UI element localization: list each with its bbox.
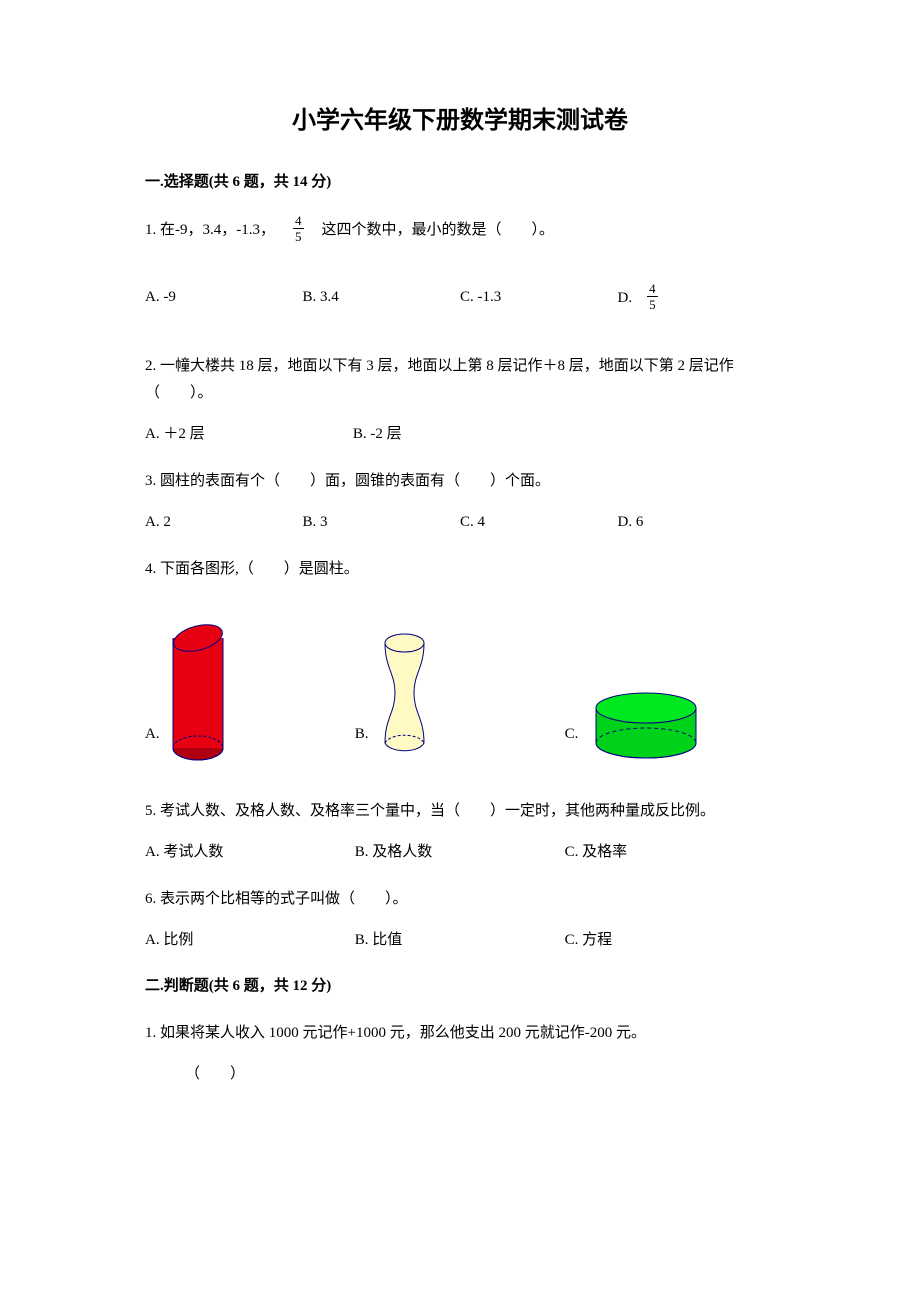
q6-option-a: A. 比例: [145, 927, 355, 954]
j1-text: 1. 如果将某人收入 1000 元记作+1000 元，那么他支出 200 元就记…: [145, 1020, 775, 1047]
q1-text-after: 这四个数中，最小的数是（ ）。: [322, 217, 555, 244]
question-1: 1. 在-9，3.4，-1.3， 4 5 这四个数中，最小的数是（ ）。 A. …: [145, 216, 775, 313]
q6-option-c: C. 方程: [565, 927, 775, 954]
q1-option-a: A. -9: [145, 284, 303, 313]
j1-blank: （ ）: [145, 1061, 775, 1088]
section2-header: 二.判断题(共 6 题，共 12 分): [145, 974, 775, 995]
q4-shape-a-label: A.: [145, 721, 160, 768]
page-title: 小学六年级下册数学期末测试卷: [145, 100, 775, 135]
question-5: 5. 考试人数、及格人数、及格率三个量中，当（ ）一定时，其他两种量成反比例。 …: [145, 798, 775, 866]
question-3: 3. 圆柱的表面有个（ ）面，圆锥的表面有（ ）个面。 A. 2 B. 3 C.…: [145, 468, 775, 536]
q6-text: 6. 表示两个比相等的式子叫做（ ）。: [145, 886, 775, 913]
q1-option-c: C. -1.3: [460, 284, 618, 313]
section1-header: 一.选择题(共 6 题，共 14 分): [145, 170, 775, 191]
question-2: 2. 一幢大楼共 18 层，地面以下有 3 层，地面以上第 8 层记作＋8 层，…: [145, 353, 775, 448]
q4-text: 4. 下面各图形,（ ）是圆柱。: [145, 556, 775, 583]
q5-option-b: B. 及格人数: [355, 839, 565, 866]
q2-option-a: A. ＋2 层: [145, 421, 353, 448]
q3-text: 3. 圆柱的表面有个（ ）面，圆锥的表面有（ ）个面。: [145, 468, 775, 495]
q4-shape-b-label: B.: [355, 721, 369, 768]
q4-shape-c-label: C.: [565, 721, 579, 768]
q2-text: 2. 一幢大楼共 18 层，地面以下有 3 层，地面以上第 8 层记作＋8 层，…: [145, 353, 775, 407]
shape-b-icon: [377, 623, 432, 768]
q1-fraction: 4 5: [293, 214, 304, 243]
q1-option-d: D. 4 5: [618, 284, 776, 313]
q1-option-b: B. 3.4: [303, 284, 461, 313]
q1-text-before: 1. 在-9，3.4，-1.3，: [145, 217, 275, 244]
q2-option-b: B. -2 层: [353, 421, 561, 448]
q3-option-b: B. 3: [303, 509, 461, 536]
question-4: 4. 下面各图形,（ ）是圆柱。 A. B. C.: [145, 556, 775, 768]
q5-text: 5. 考试人数、及格人数、及格率三个量中，当（ ）一定时，其他两种量成反比例。: [145, 798, 775, 825]
question-6: 6. 表示两个比相等的式子叫做（ ）。 A. 比例 B. 比值 C. 方程: [145, 886, 775, 954]
q6-option-b: B. 比值: [355, 927, 565, 954]
shape-c-icon: [586, 688, 706, 768]
shape-a-icon: [168, 613, 228, 768]
q5-option-a: A. 考试人数: [145, 839, 355, 866]
q5-option-c: C. 及格率: [565, 839, 775, 866]
q3-option-d: D. 6: [618, 509, 776, 536]
q3-option-c: C. 4: [460, 509, 618, 536]
q1-d-fraction: 4 5: [647, 282, 658, 311]
judgment-1: 1. 如果将某人收入 1000 元记作+1000 元，那么他支出 200 元就记…: [145, 1020, 775, 1088]
q3-option-a: A. 2: [145, 509, 303, 536]
